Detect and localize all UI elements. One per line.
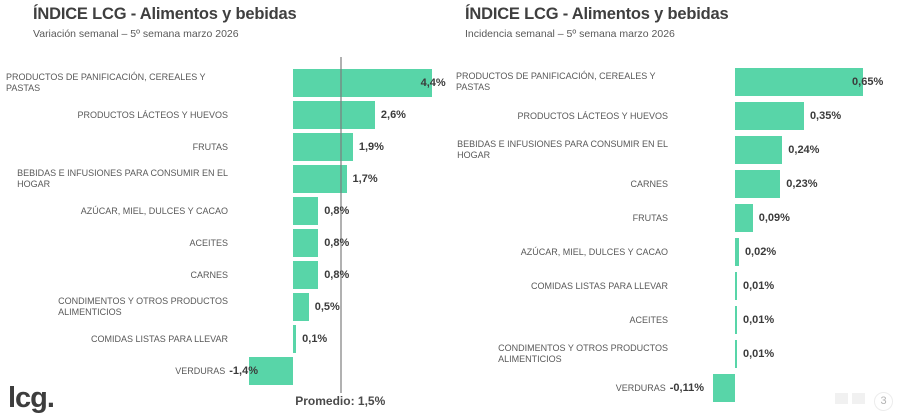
plot-area: PRODUCTOS DE PANIFICACIÓN, CEREALES Y PA… [450,0,900,420]
value-label: 0,65% [852,76,884,88]
bar [735,204,753,232]
category-label: VERDURAS -0,11% [615,382,704,394]
bar [735,170,781,198]
chart-incidencia-semanal: ÍNDICE LCG - Alimentos y bebidas Inciden… [450,0,900,420]
bar [293,69,432,97]
chart-title: ÍNDICE LCG - Alimentos y bebidas [465,5,729,23]
average-line [340,57,343,393]
value-label: 0,01% [742,348,775,360]
bar [293,165,347,193]
category-label: PRODUCTOS LÁCTEOS Y HUEVOS [517,110,668,121]
value-label: 0,02% [744,246,777,258]
bar [293,261,319,289]
category-label: VERDURAS -1,4% [175,365,258,377]
category-label: COMIDAS LISTAS PARA LLEVAR [90,333,228,344]
value-label: -0,11% [669,382,704,394]
value-label: 1,9% [358,141,384,153]
value-label: 0,23% [786,178,818,190]
value-label: -1,4% [229,365,258,377]
bar [248,357,293,385]
value-label: 0,1% [302,333,328,345]
category-label: FRUTAS [632,212,668,223]
footer-mark-icon [852,393,865,404]
lcg-logo: lcg. [8,382,55,414]
bar [293,293,309,321]
footer-mark-icon [835,393,848,404]
chart-variacion-semanal: ÍNDICE LCG - Alimentos y bebidas Variaci… [6,5,446,408]
bar [713,374,735,402]
category-label: FRUTAS [192,141,228,152]
bar [735,238,739,266]
bar [735,340,737,368]
bar [735,272,737,300]
bar [293,229,319,257]
bar [293,325,297,353]
page-number: 3 [874,392,893,411]
value-label: 4,4% [420,77,446,89]
plot-area: PRODUCTOS DE PANIFICACIÓN, CEREALES Y PA… [6,57,446,408]
bar [735,136,783,164]
value-label: 0,8% [324,237,350,249]
category-label: COMIDAS LISTAS PARA LLEVAR [530,280,668,291]
value-label: 0,35% [809,110,842,122]
category-label: ACEITES [189,237,228,248]
bar [735,102,804,130]
chart-title: ÍNDICE LCG - Alimentos y bebidas [33,5,297,23]
bar [735,68,864,96]
value-label: 0,24% [788,144,820,156]
category-label: AZÚCAR, MIEL, DULCES Y CACAO [80,205,228,216]
bar [735,306,737,334]
category-label: ACEITES [629,314,668,325]
value-label: 0,01% [742,280,775,292]
value-label: 0,01% [742,314,775,326]
value-label: 2,6% [380,109,406,121]
category-label: CARNES [630,178,668,189]
category-label: PRODUCTOS DE PANIFICACIÓN, CEREALES Y PA… [6,72,206,93]
chart-subtitle: Incidencia semanal – 5º semana marzo 202… [465,28,675,40]
value-label: 0,8% [324,205,350,217]
value-label: 0,8% [324,269,350,281]
category-label: PRODUCTOS DE PANIFICACIÓN, CEREALES Y PA… [456,71,656,92]
category-label: CARNES [190,269,228,280]
chart-subtitle: Variación semanal – 5º semana marzo 2026 [33,28,239,40]
average-label: Promedio: 1,5% [295,394,386,408]
bar [293,197,319,225]
category-label: BEBIDAS E INFUSIONES PARA CONSUMIR EN EL… [457,139,668,160]
category-label: BEBIDAS E INFUSIONES PARA CONSUMIR EN EL… [17,168,228,189]
bar [293,101,375,129]
value-label: 0,09% [758,212,790,224]
category-label: CONDIMENTOS Y OTROS PRODUCTOS ALIMENTICI… [498,343,668,364]
category-label: PRODUCTOS LÁCTEOS Y HUEVOS [77,109,228,120]
bar [293,133,353,161]
category-label: AZÚCAR, MIEL, DULCES Y CACAO [520,246,668,257]
value-label: 1,7% [352,173,378,185]
category-label: CONDIMENTOS Y OTROS PRODUCTOS ALIMENTICI… [58,296,228,317]
value-label: 0,5% [314,301,340,313]
